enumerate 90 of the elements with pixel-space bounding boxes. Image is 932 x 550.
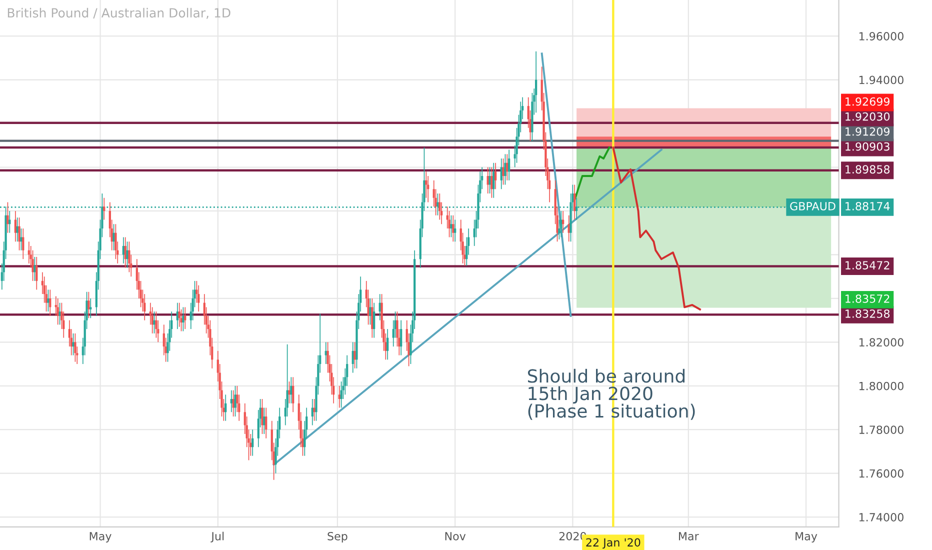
candlestick — [313, 398, 316, 422]
x-tick-label: Nov — [445, 532, 466, 540]
candlestick — [6, 202, 9, 234]
ref-line-label: 1.88174 — [846, 202, 890, 210]
annotation: GBPAUD — [790, 202, 836, 210]
x-tick-label: Sep — [328, 532, 348, 543]
candlestick — [198, 284, 200, 312]
candlestick — [290, 376, 292, 404]
candlestick — [144, 294, 146, 321]
candlestick — [122, 236, 124, 264]
y-tick-label: 1.82000 — [859, 338, 904, 347]
candlestick — [369, 298, 372, 326]
candlestick — [371, 298, 374, 338]
candlestick — [454, 219, 456, 242]
ref-line-label: 1.92030 — [846, 112, 890, 121]
candlestick — [488, 166, 491, 194]
candlestick — [490, 166, 493, 198]
candlestick — [386, 328, 389, 360]
band-label: 1.83572 — [846, 294, 890, 303]
candlestick — [562, 210, 564, 234]
y-tick-label: 1.96000 — [859, 32, 904, 40]
candlestick — [508, 149, 510, 181]
candlestick — [128, 241, 130, 273]
candlestick — [155, 311, 158, 338]
candlestick — [261, 398, 264, 434]
x-tick-label: May — [796, 532, 818, 543]
candlestick — [292, 376, 294, 413]
x-tick-label: Jul — [210, 532, 224, 542]
ref-line-label: 22 Jan '20 — [586, 538, 640, 549]
candlestick — [427, 176, 430, 203]
candlestick — [20, 228, 22, 251]
band-label: 1.92699 — [846, 97, 890, 106]
candlestick — [373, 302, 376, 338]
candlestick — [560, 210, 562, 238]
candlestick — [494, 162, 497, 190]
text: British Pound / Australian Dollar, 1D — [8, 8, 230, 19]
candlestick — [182, 306, 184, 332]
candlestick — [252, 429, 254, 456]
candlestick — [72, 332, 74, 356]
candlestick — [265, 407, 268, 439]
candlestick — [504, 154, 506, 186]
candlestick — [8, 210, 11, 234]
candlestick — [506, 154, 508, 181]
candlestick — [400, 320, 402, 356]
candlestick — [36, 256, 38, 290]
candlestick — [184, 306, 186, 330]
ref-line-label: 1.91209 — [846, 127, 890, 136]
candlestick — [535, 50, 538, 114]
candlestick — [450, 214, 452, 238]
candlestick — [234, 385, 236, 417]
candlestick — [112, 224, 115, 251]
x-tick-label: May — [90, 532, 112, 543]
candlestick — [224, 394, 227, 422]
candlestick — [47, 289, 50, 312]
candlestick — [49, 289, 52, 316]
ref-line-label: 1.90903 — [846, 142, 890, 151]
candlestick — [32, 250, 34, 282]
candlestick — [58, 302, 61, 326]
candlestick — [340, 381, 342, 408]
candlestick — [452, 214, 454, 242]
candlestick — [114, 224, 117, 260]
candlestick — [178, 302, 180, 328]
candlestick — [90, 298, 92, 319]
candlestick — [492, 162, 495, 198]
candlestick — [438, 193, 441, 220]
candlestick — [22, 228, 24, 260]
candlestick — [18, 217, 20, 251]
candlestick — [448, 210, 450, 238]
line-series — [612, 146, 701, 310]
ref-line-label: 1.83258 — [846, 309, 890, 318]
candlestick — [88, 291, 90, 319]
candlestick — [176, 302, 178, 330]
x-tick-label: Mar — [679, 532, 699, 540]
candlestick — [74, 332, 76, 362]
candlestick — [354, 342, 356, 369]
y-tick-label: 1.76000 — [859, 469, 904, 478]
candlestick — [230, 390, 232, 413]
candlestick — [14, 210, 16, 242]
candlestick — [250, 434, 252, 456]
candlestick — [34, 256, 36, 282]
y-tick-label: 1.80000 — [859, 382, 904, 390]
candlestick — [103, 197, 106, 220]
y-tick-label: 1.78000 — [859, 426, 904, 434]
ref-line-label: 1.85472 — [846, 261, 890, 270]
y-tick-label: 1.74000 — [859, 513, 904, 522]
candlestick — [263, 407, 266, 434]
candlestick — [126, 241, 128, 268]
ref-line-label: 1.89858 — [846, 165, 890, 174]
candlestick — [502, 158, 504, 186]
y-tick-label: 1.94000 — [859, 76, 904, 84]
